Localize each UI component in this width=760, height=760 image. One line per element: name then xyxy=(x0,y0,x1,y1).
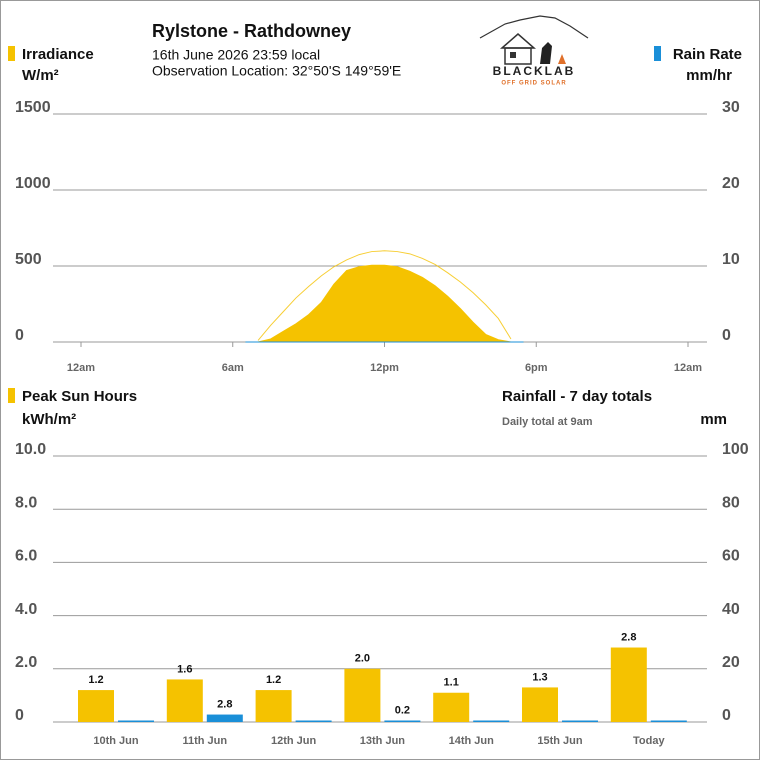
y-tick-label: 4.0 xyxy=(15,601,37,618)
x-tick-label: 13th Jun xyxy=(360,735,406,747)
station-title: Rylstone - Rathdowney xyxy=(152,21,351,41)
value-label: 1.6 xyxy=(177,663,192,675)
x-tick-label: 6pm xyxy=(525,362,548,374)
x-tick-label: 12pm xyxy=(370,362,399,374)
bar xyxy=(562,720,598,722)
legend-swatch xyxy=(8,46,15,61)
y2-tick-label: 20 xyxy=(722,175,740,192)
bar xyxy=(473,720,510,722)
value-label: 2.8 xyxy=(621,631,636,643)
y2-unit: mm/hr xyxy=(686,67,732,84)
value-label: 1.2 xyxy=(266,674,281,686)
logo-name: BLACKLAB xyxy=(493,64,576,78)
bar xyxy=(295,720,332,722)
y2-tick-label: 0 xyxy=(722,707,731,724)
x-tick-label: Today xyxy=(633,735,665,747)
bar xyxy=(344,668,381,722)
x-tick-label: 10th Jun xyxy=(93,735,139,747)
legend-label: Rain Rate xyxy=(673,46,742,63)
location-line: Observation Location: 32°50'S 149°59'E xyxy=(152,63,401,79)
legend-swatch xyxy=(654,46,661,61)
y-tick-label: 1500 xyxy=(15,99,51,116)
bar xyxy=(206,714,243,722)
y-tick-label: 0 xyxy=(15,327,24,344)
legend-label: Peak Sun Hours xyxy=(22,388,137,405)
y2-tick-label: 60 xyxy=(722,548,740,565)
x-tick-label: 11th Jun xyxy=(182,735,227,747)
value-label: 2.8 xyxy=(217,698,232,710)
chart-title: Rainfall - 7 day totals xyxy=(502,388,652,405)
x-tick-label: 15th Jun xyxy=(537,735,583,747)
y2-tick-label: 100 xyxy=(722,441,749,458)
value-label: 2.0 xyxy=(355,653,370,665)
logo-tagline: OFF GRID SOLAR xyxy=(501,81,566,87)
y2-tick-label: 20 xyxy=(722,654,740,671)
y-unit: kWh/m² xyxy=(22,411,76,428)
bar xyxy=(650,720,687,722)
bar xyxy=(433,692,470,722)
bar xyxy=(118,720,154,722)
value-label: 1.1 xyxy=(444,677,459,689)
bar xyxy=(522,687,558,722)
x-tick-label: 6am xyxy=(222,362,244,374)
logo: BLACKLAB OFF GRID SOLAR xyxy=(479,15,589,87)
x-tick-label: 14th Jun xyxy=(449,735,495,747)
legend-swatch xyxy=(8,388,15,403)
x-tick-label: 12am xyxy=(674,362,702,374)
y-tick-label: 10.0 xyxy=(15,441,46,458)
y2-tick-label: 30 xyxy=(722,99,740,116)
y-tick-label: 2.0 xyxy=(15,654,37,671)
y2-tick-label: 40 xyxy=(722,601,740,618)
value-label: 1.3 xyxy=(532,671,547,683)
chart-subtitle: Daily total at 9am xyxy=(502,416,593,428)
x-tick-label: 12am xyxy=(67,362,95,374)
line-series xyxy=(257,250,512,341)
y-tick-label: 8.0 xyxy=(15,494,37,511)
y2-tick-label: 80 xyxy=(722,494,740,511)
y-tick-label: 0 xyxy=(15,707,24,724)
y-tick-label: 1000 xyxy=(15,175,51,192)
y2-tick-label: 0 xyxy=(722,327,731,344)
y-tick-label: 6.0 xyxy=(15,548,37,565)
date-line: 16th June 2026 23:59 local xyxy=(152,47,320,63)
bar xyxy=(255,690,292,722)
y-unit: W/m² xyxy=(22,67,59,84)
area-series xyxy=(245,264,524,343)
value-label: 0.2 xyxy=(395,704,410,716)
y2-unit: mm xyxy=(700,411,727,428)
bar xyxy=(78,690,114,722)
bar xyxy=(166,679,203,722)
bar xyxy=(610,647,647,722)
y2-tick-label: 10 xyxy=(722,251,740,268)
bar xyxy=(384,720,421,722)
x-tick-label: 12th Jun xyxy=(271,735,317,747)
y-tick-label: 500 xyxy=(15,251,42,268)
value-label: 1.2 xyxy=(88,674,103,686)
legend-label: Irradiance xyxy=(22,46,94,63)
